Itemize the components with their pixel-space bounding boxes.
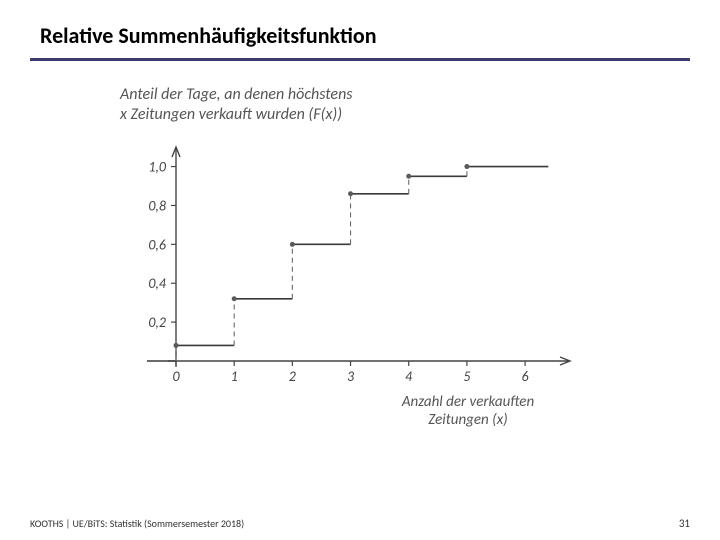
svg-text:Zeitungen (x): Zeitungen (x)	[428, 411, 507, 429]
caption-line2: x Zeitungen verkauft wurden (F(x))	[120, 105, 342, 124]
svg-text:1,0: 1,0	[148, 159, 167, 176]
svg-text:0: 0	[172, 368, 180, 385]
svg-text:Anzahl der verkauften: Anzahl der verkauften	[401, 393, 535, 411]
step-chart: 1,0 0,8 0,6 0,4 0,2 0 1 2 3 4 5 6 Anzahl der verkauf…	[110, 131, 610, 461]
slide-title: Relative Summenhäufigkeitsfunktion	[40, 22, 377, 49]
svg-text:0,4: 0,4	[148, 275, 167, 292]
svg-text:1: 1	[231, 368, 238, 385]
page-number: 31	[679, 517, 690, 530]
svg-text:6: 6	[522, 368, 529, 385]
svg-text:3: 3	[347, 368, 354, 385]
svg-text:5: 5	[463, 368, 470, 385]
svg-text:2: 2	[289, 368, 296, 385]
svg-text:0,8: 0,8	[148, 197, 166, 214]
chart-region: Anteil der Tage, an denen höchstens x Ze…	[110, 85, 630, 475]
svg-text:0,6: 0,6	[148, 236, 166, 253]
svg-text:4: 4	[405, 368, 413, 385]
footer-text: KOOTHS | UE/BiTS: Statistik (Sommersemes…	[30, 517, 244, 530]
svg-text:0,2: 0,2	[148, 314, 166, 331]
caption-line1: Anteil der Tage, an denen höchstens	[120, 85, 353, 104]
chart-caption: Anteil der Tage, an denen höchstens x Ze…	[120, 85, 630, 125]
title-rule	[30, 58, 690, 61]
